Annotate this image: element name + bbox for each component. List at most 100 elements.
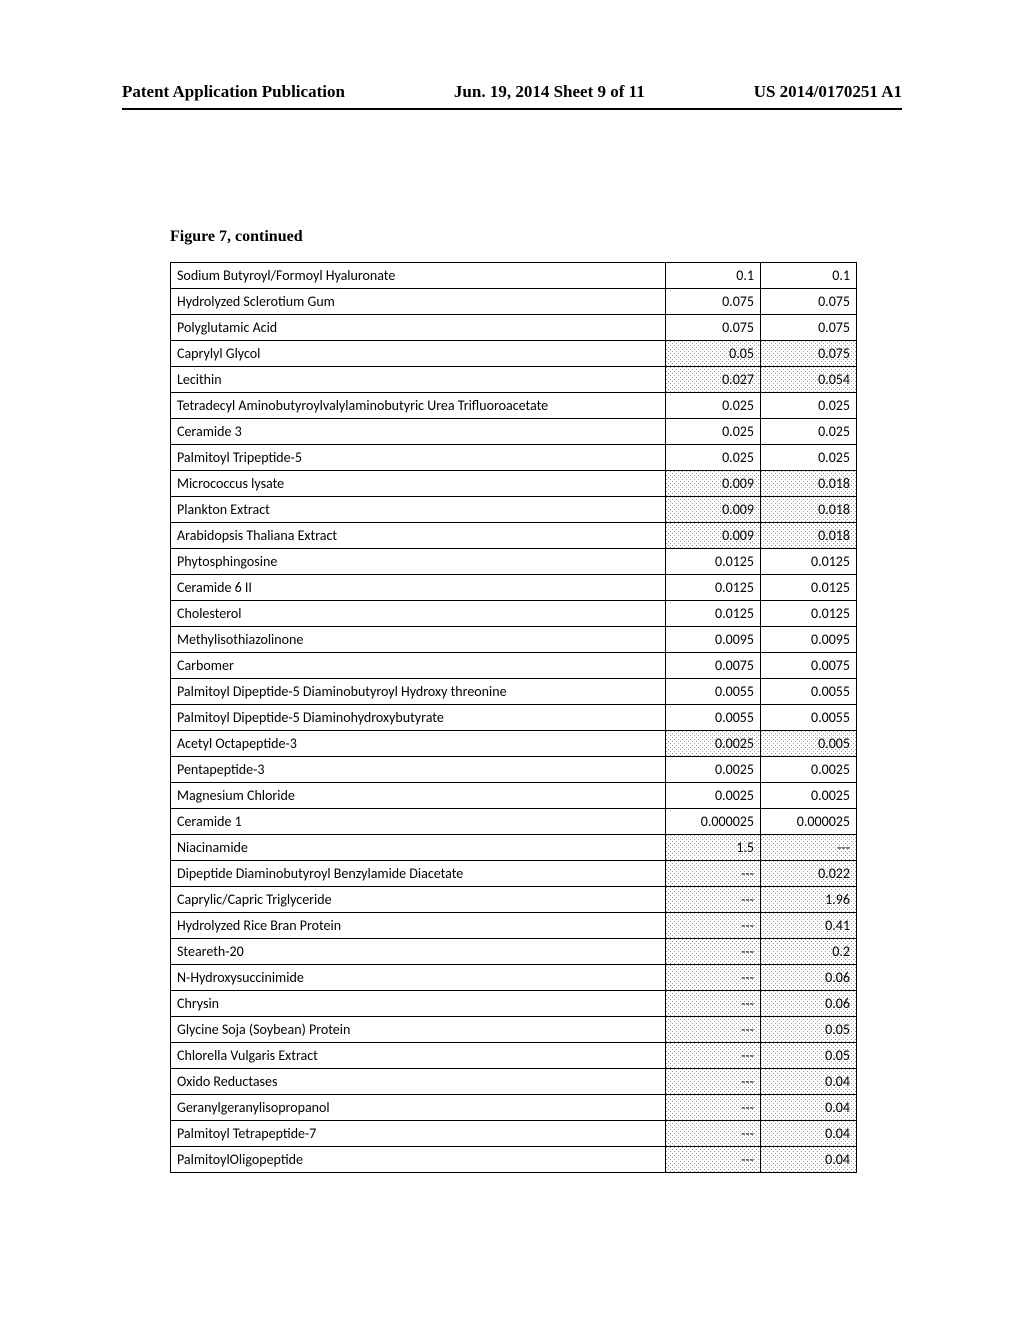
table-row: Arabidopsis Thaliana Extract0.0090.018 (171, 523, 857, 549)
table-row: Hydrolyzed Sclerotium Gum0.0750.075 (171, 289, 857, 315)
ingredient-cell: Hydrolyzed Rice Bran Protein (171, 913, 666, 939)
value-a-cell: 0.025 (666, 445, 761, 471)
value-b-cell: 0.018 (761, 471, 857, 497)
value-a-cell: --- (666, 991, 761, 1017)
ingredient-cell: Phytosphingosine (171, 549, 666, 575)
value-a-cell: 0.009 (666, 523, 761, 549)
table-row: Oxido Reductases---0.04 (171, 1069, 857, 1095)
ingredient-cell: N-Hydroxysuccinimide (171, 965, 666, 991)
table-row: Palmitoyl Dipeptide-5 Diaminohydroxybuty… (171, 705, 857, 731)
ingredient-cell: Palmitoyl Tetrapeptide-7 (171, 1121, 666, 1147)
header-center: Jun. 19, 2014 Sheet 9 of 11 (454, 82, 645, 102)
table-row: Caprylic/Capric Triglyceride---1.96 (171, 887, 857, 913)
value-b-cell: 0.05 (761, 1017, 857, 1043)
table-row: PalmitoylOligopeptide---0.04 (171, 1147, 857, 1173)
value-b-cell: 0.025 (761, 445, 857, 471)
value-a-cell: 0.1 (666, 263, 761, 289)
header-left: Patent Application Publication (122, 82, 345, 102)
ingredient-cell: Lecithin (171, 367, 666, 393)
table-row: Ceramide 30.0250.025 (171, 419, 857, 445)
value-a-cell: 0.05 (666, 341, 761, 367)
value-a-cell: 0.025 (666, 419, 761, 445)
value-a-cell: --- (666, 1147, 761, 1173)
ingredient-cell: Carbomer (171, 653, 666, 679)
table-row: Lecithin0.0270.054 (171, 367, 857, 393)
table-row: N-Hydroxysuccinimide---0.06 (171, 965, 857, 991)
ingredient-cell: Caprylyl Glycol (171, 341, 666, 367)
value-b-cell: 0.0075 (761, 653, 857, 679)
ingredient-cell: Palmitoyl Dipeptide-5 Diaminohydroxybuty… (171, 705, 666, 731)
ingredient-cell: Niacinamide (171, 835, 666, 861)
table-row: Hydrolyzed Rice Bran Protein---0.41 (171, 913, 857, 939)
ingredient-cell: Ceramide 6 II (171, 575, 666, 601)
value-a-cell: --- (666, 861, 761, 887)
value-b-cell: 0.0095 (761, 627, 857, 653)
value-b-cell: 0.0025 (761, 757, 857, 783)
table-row: Tetradecyl Aminobutyroylvalylaminobutyri… (171, 393, 857, 419)
value-b-cell: 0.018 (761, 497, 857, 523)
ingredient-cell: Polyglutamic Acid (171, 315, 666, 341)
value-b-cell: 1.96 (761, 887, 857, 913)
value-a-cell: 0.075 (666, 289, 761, 315)
table-row: Glycine Soja (Soybean) Protein---0.05 (171, 1017, 857, 1043)
value-b-cell: 0.075 (761, 315, 857, 341)
header-right: US 2014/0170251 A1 (754, 82, 902, 102)
ingredient-cell: Palmitoyl Dipeptide-5 Diaminobutyroyl Hy… (171, 679, 666, 705)
value-a-cell: 0.0125 (666, 549, 761, 575)
value-b-cell: 0.075 (761, 341, 857, 367)
value-a-cell: 0.027 (666, 367, 761, 393)
table-row: Chlorella Vulgaris Extract---0.05 (171, 1043, 857, 1069)
value-a-cell: 0.000025 (666, 809, 761, 835)
ingredient-cell: Geranylgeranylisopropanol (171, 1095, 666, 1121)
value-a-cell: --- (666, 1017, 761, 1043)
table-row: Micrococcus lysate0.0090.018 (171, 471, 857, 497)
ingredient-cell: Caprylic/Capric Triglyceride (171, 887, 666, 913)
page: Patent Application Publication Jun. 19, … (0, 0, 1024, 1320)
ingredient-cell: Ceramide 1 (171, 809, 666, 835)
value-a-cell: 0.0025 (666, 783, 761, 809)
value-b-cell: 0.41 (761, 913, 857, 939)
header-rule (122, 108, 902, 110)
ingredients-table-wrap: Sodium Butyroyl/Formoyl Hyaluronate0.10.… (170, 262, 856, 1173)
table-row: Methylisothiazolinone0.00950.0095 (171, 627, 857, 653)
page-header: Patent Application Publication Jun. 19, … (0, 82, 1024, 110)
value-a-cell: 0.0025 (666, 731, 761, 757)
table-row: Ceramide 6 II0.01250.0125 (171, 575, 857, 601)
value-b-cell: 0.075 (761, 289, 857, 315)
value-a-cell: 0.0125 (666, 601, 761, 627)
table-row: Ceramide 10.0000250.000025 (171, 809, 857, 835)
value-a-cell: 0.075 (666, 315, 761, 341)
value-a-cell: --- (666, 887, 761, 913)
value-b-cell: --- (761, 835, 857, 861)
table-row: Acetyl Octapeptide-30.00250.005 (171, 731, 857, 757)
table-row: Palmitoyl Tripeptide-50.0250.025 (171, 445, 857, 471)
value-a-cell: --- (666, 1069, 761, 1095)
value-b-cell: 0.1 (761, 263, 857, 289)
value-b-cell: 0.2 (761, 939, 857, 965)
ingredient-cell: Dipeptide Diaminobutyroyl Benzylamide Di… (171, 861, 666, 887)
table-row: Sodium Butyroyl/Formoyl Hyaluronate0.10.… (171, 263, 857, 289)
value-b-cell: 0.018 (761, 523, 857, 549)
value-b-cell: 0.05 (761, 1043, 857, 1069)
table-row: Pentapeptide-30.00250.0025 (171, 757, 857, 783)
value-b-cell: 0.0025 (761, 783, 857, 809)
table-row: Cholesterol0.01250.0125 (171, 601, 857, 627)
value-a-cell: 0.009 (666, 497, 761, 523)
ingredient-cell: Plankton Extract (171, 497, 666, 523)
value-b-cell: 0.06 (761, 965, 857, 991)
ingredient-cell: Magnesium Chloride (171, 783, 666, 809)
ingredient-cell: Glycine Soja (Soybean) Protein (171, 1017, 666, 1043)
table-row: Caprylyl Glycol0.050.075 (171, 341, 857, 367)
ingredient-cell: Acetyl Octapeptide-3 (171, 731, 666, 757)
value-a-cell: 0.0075 (666, 653, 761, 679)
value-a-cell: 0.0125 (666, 575, 761, 601)
ingredient-cell: Chrysin (171, 991, 666, 1017)
ingredient-cell: Oxido Reductases (171, 1069, 666, 1095)
ingredient-cell: Sodium Butyroyl/Formoyl Hyaluronate (171, 263, 666, 289)
value-a-cell: --- (666, 1043, 761, 1069)
ingredient-cell: PalmitoylOligopeptide (171, 1147, 666, 1173)
value-b-cell: 0.022 (761, 861, 857, 887)
table-row: Palmitoyl Tetrapeptide-7---0.04 (171, 1121, 857, 1147)
value-a-cell: 1.5 (666, 835, 761, 861)
table-row: Niacinamide1.5--- (171, 835, 857, 861)
